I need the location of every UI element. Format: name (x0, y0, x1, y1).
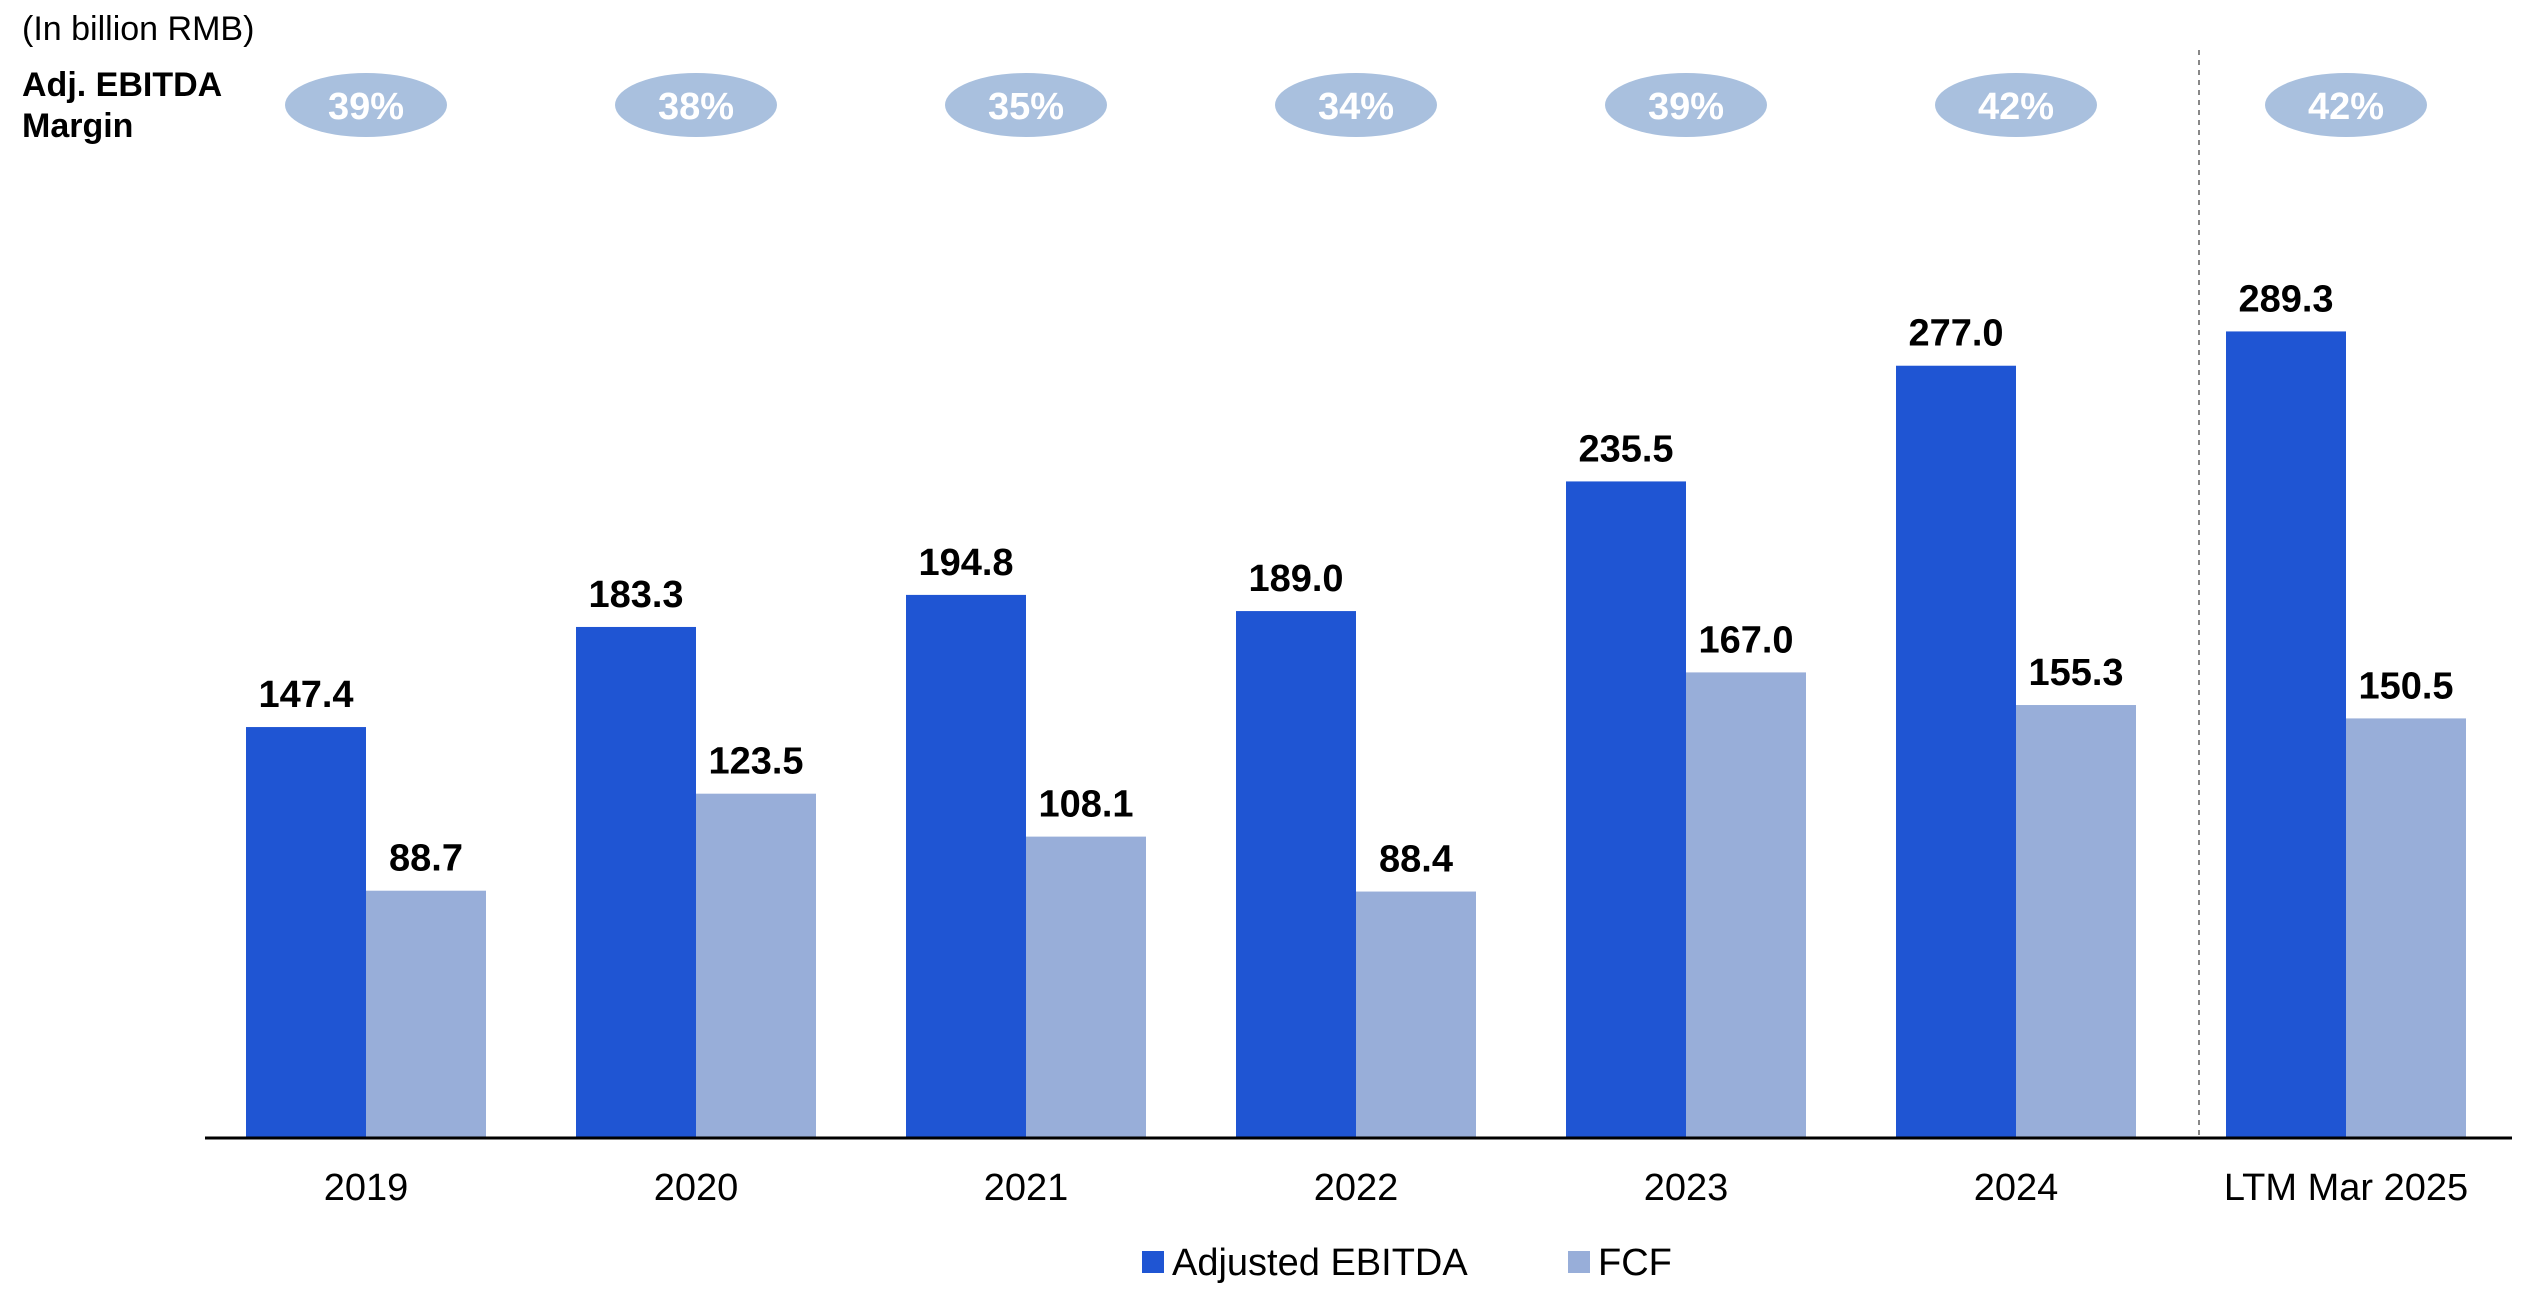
margin-label-line2: Margin (22, 107, 133, 145)
ebitda-value-label: 147.4 (258, 674, 353, 716)
legend-fcf-swatch (1568, 1251, 1590, 1273)
margin-pill (2265, 73, 2427, 137)
ebitda-bar-2024 (1896, 365, 2016, 1138)
fcf-bar-2021 (1026, 836, 1146, 1138)
fcf-bar-2020 (696, 793, 816, 1138)
ebitda-value-label: 277.0 (1908, 313, 2003, 355)
margin-pill (1935, 73, 2097, 137)
ebitda-bar-2022 (1236, 611, 1356, 1138)
x-tick-label: 2020 (654, 1167, 739, 1209)
margin-pill-label: 38% (658, 86, 734, 128)
ebitda-value-label: 235.5 (1578, 428, 1673, 470)
ebitda-bar-2021 (906, 594, 1026, 1138)
margin-pill (1605, 73, 1767, 137)
fcf-value-label: 123.5 (708, 741, 803, 783)
unit-note: (In billion RMB) (22, 10, 254, 48)
data-labels: 147.4 183.3 194.8 189.0 235.5 277.0 289.3 88.7 1… (258, 278, 2453, 880)
ebitda-bar-2023 (1566, 481, 1686, 1138)
fcf-bar-2024 (2016, 705, 2136, 1138)
legend-ebitda-swatch (1142, 1251, 1164, 1273)
margin-pill-label: 35% (988, 86, 1064, 128)
ebitda-bar-2020 (576, 626, 696, 1138)
x-tick-label: 2022 (1314, 1167, 1399, 1209)
margin-row-label: Adj. EBITDA Margin (22, 66, 230, 145)
x-tick-label: 2019 (324, 1167, 409, 1209)
ebitda-value-label: 289.3 (2238, 278, 2333, 320)
margin-pill-label: 39% (1648, 86, 1724, 128)
legend: Adjusted EBITDA FCF (1142, 1242, 1672, 1284)
x-tick-label: 2024 (1974, 1167, 2059, 1209)
x-tick-label: 2023 (1644, 1167, 1729, 1209)
fcf-value-label: 155.3 (2028, 652, 2123, 694)
ebitda-value-label: 183.3 (588, 574, 683, 616)
margin-pills: 39% 38% 35% 34% 39% 42% 42% (285, 73, 2427, 137)
margin-pill (285, 73, 447, 137)
fcf-bar-2022 (1356, 891, 1476, 1138)
margin-pill-label: 42% (1978, 86, 2054, 128)
fcf-bar-2019 (366, 890, 486, 1138)
bars (246, 331, 2466, 1138)
margin-pill-label: 42% (2308, 86, 2384, 128)
ebitda-bar-2019 (246, 727, 366, 1138)
fcf-value-label: 108.1 (1038, 784, 1133, 826)
ebitda-value-label: 194.8 (918, 542, 1013, 584)
margin-label-line1: Adj. EBITDA (22, 66, 222, 104)
margin-pill (615, 73, 777, 137)
margin-pill-label: 34% (1318, 86, 1394, 128)
fcf-value-label: 167.0 (1698, 619, 1793, 661)
legend-ebitda-label: Adjusted EBITDA (1172, 1242, 1468, 1284)
ebitda-bar-ltm-mar-2025 (2226, 331, 2346, 1138)
x-tick-label: LTM Mar 2025 (2224, 1167, 2468, 1209)
x-tick-label: 2021 (984, 1167, 1069, 1209)
margin-pill (1275, 73, 1437, 137)
fcf-bar-ltm-mar-2025 (2346, 718, 2466, 1138)
x-axis: 2019 2020 2021 2022 2023 2024 LTM Mar 2025 (205, 50, 2512, 1209)
fcf-value-label: 88.7 (389, 838, 463, 880)
fcf-value-label: 88.4 (1379, 839, 1453, 881)
margin-pill-label: 39% (328, 86, 404, 128)
fcf-bar-2023 (1686, 672, 1806, 1138)
ebitda-value-label: 189.0 (1248, 558, 1343, 600)
margin-pill (945, 73, 1107, 137)
fcf-value-label: 150.5 (2358, 665, 2453, 707)
legend-fcf-label: FCF (1598, 1242, 1672, 1284)
